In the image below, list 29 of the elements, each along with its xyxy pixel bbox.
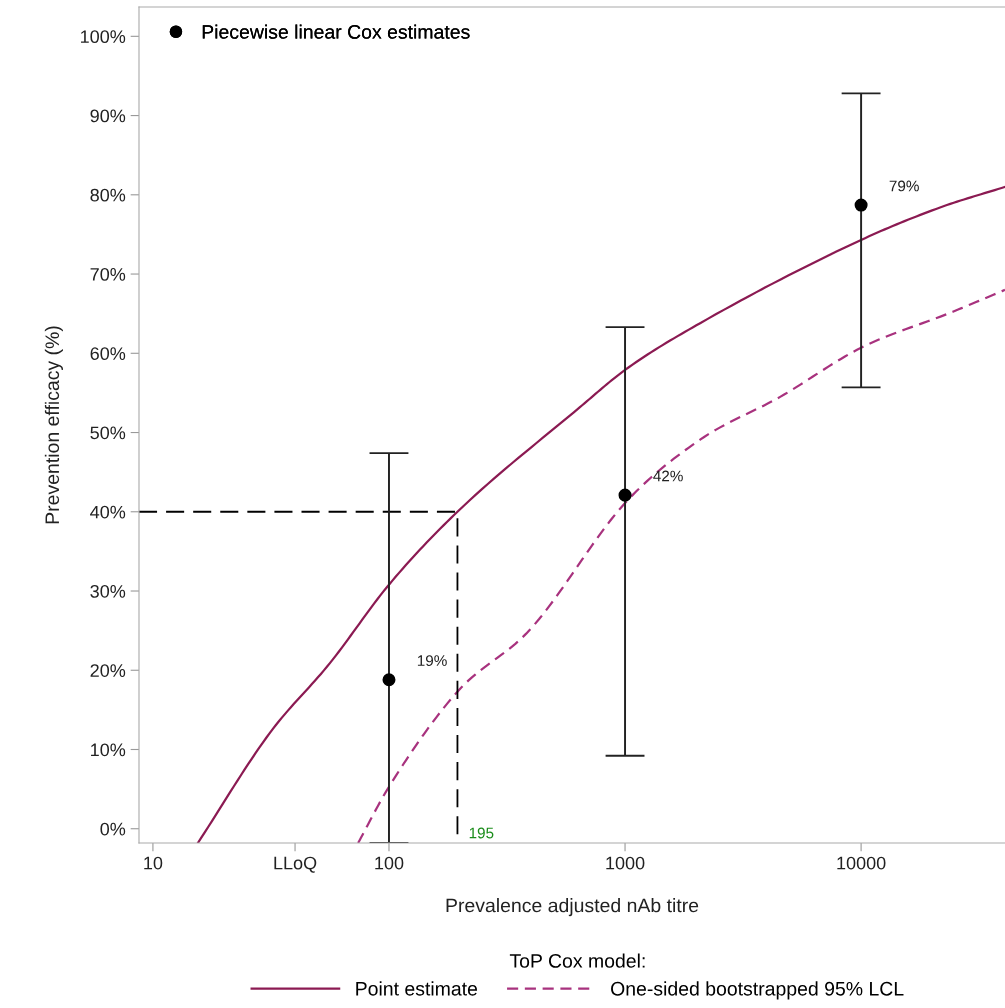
y-tick-label: 20%	[90, 664, 126, 677]
y-tick-label: 70%	[90, 267, 126, 281]
annotation: 195	[469, 827, 494, 839]
y-tick-label: 80%	[90, 188, 126, 202]
point	[854, 198, 868, 212]
y-tick-label: 40%	[90, 505, 126, 519]
legend-label: Piecewise linear Cox estimates	[202, 24, 470, 39]
data-label: 79%	[889, 180, 919, 192]
x-tick-label: 10	[144, 856, 163, 870]
y-tick-label: 90%	[90, 109, 126, 123]
x-tick-label: 1000	[606, 856, 645, 870]
legend-label: Point estimate	[356, 981, 478, 996]
point	[382, 673, 396, 687]
legend-label: One-sided bootstrapped 95% LCL	[611, 981, 904, 1000]
y-tick-label: 100%	[81, 30, 126, 44]
data-label: 42%	[653, 470, 683, 482]
y-tick-label: 30%	[90, 584, 126, 598]
x-axis-title: Prevalence adjusted nAb titre	[446, 898, 699, 917]
y-tick-label: 0%	[100, 822, 126, 836]
y-tick-label: 60%	[90, 347, 126, 361]
x-tick-label: 100	[375, 856, 404, 870]
legend-title: ToP Cox model:	[509, 953, 645, 968]
x-tick-label: 10000	[837, 856, 886, 870]
data-label: 19%	[417, 655, 447, 667]
y-axis-title: Prevention efficacy (%)	[44, 326, 63, 524]
x-tick-label: LLoQ	[274, 856, 317, 873]
y-tick-label: 50%	[90, 426, 126, 440]
point	[618, 488, 632, 502]
y-tick-label: 10%	[91, 743, 126, 757]
